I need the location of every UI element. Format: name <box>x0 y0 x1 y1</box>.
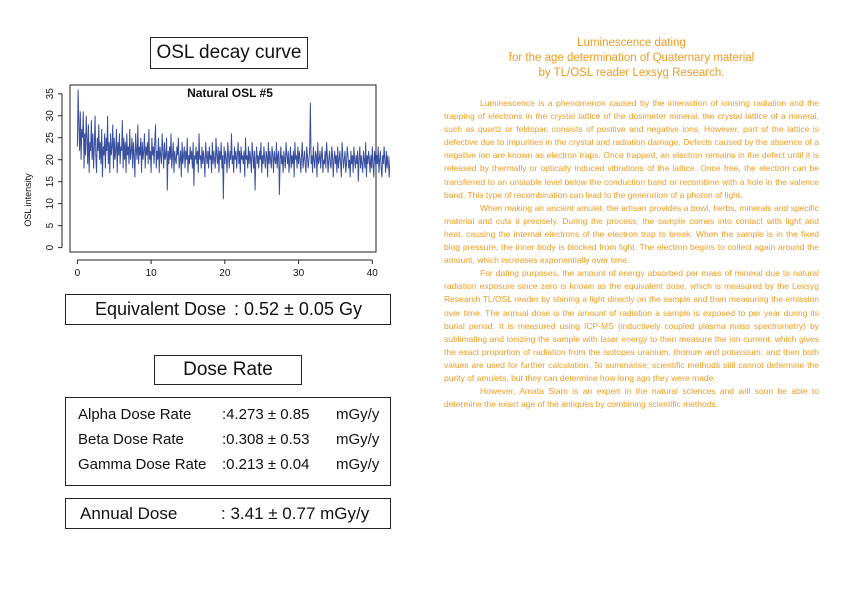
article-paragraph: When making an ancient amulet, the artis… <box>444 202 819 266</box>
equivalent-dose-value: : 0.52 ± 0.05 <box>234 299 334 319</box>
y-tick-label: 20 <box>45 154 56 166</box>
beta-dose-rate-unit: mGy/y <box>336 431 380 448</box>
equivalent-dose-label: Equivalent Dose <box>95 299 227 319</box>
article-paragraph: Luminescence is a phenomenon caused by t… <box>444 98 819 200</box>
article: Luminescence dating for the age determin… <box>444 36 819 411</box>
chart-title: Natural OSL #5 <box>187 86 273 100</box>
y-tick-label: 10 <box>45 198 56 210</box>
osl-curve-title: OSL decay curve <box>156 42 302 63</box>
beta-dose-rate-value: :0.308 ± 0.53 <box>222 431 310 448</box>
chart-ylabel: OSL intensity <box>23 173 33 227</box>
x-tick-label: 10 <box>146 268 158 279</box>
y-tick-label: 0 <box>45 244 56 250</box>
article-paragraph: However, Amata Siam is an expert in the … <box>444 386 819 410</box>
beta-dose-rate-label: Beta Dose Rate <box>78 431 184 448</box>
x-tick-label: 40 <box>367 268 379 279</box>
alpha-dose-rate-value: :4.273 ± 0.85 <box>222 406 310 423</box>
x-tick-label: 0 <box>75 268 81 279</box>
dose-rate-title-box: Dose Rate <box>154 355 302 385</box>
osl-curve-title-box: OSL decay curve <box>150 37 308 69</box>
osl-series-line <box>76 89 812 200</box>
y-tick-label: 35 <box>45 88 56 100</box>
article-title-line: Luminescence dating <box>577 37 686 49</box>
x-tick-label: 30 <box>293 268 305 279</box>
article-title-line: for the age determination of Quaternary … <box>508 52 755 64</box>
annual-dose-label: Annual Dose <box>80 504 178 523</box>
article-title-line: by TL/OSL reader Lexsyg Research. <box>538 67 725 79</box>
alpha-dose-rate-label: Alpha Dose Rate <box>78 406 192 423</box>
annual-dose-box: Annual Dose : 3.41 ± 0.77 mGy/y <box>65 498 391 529</box>
dose-rate-title: Dose Rate <box>183 359 273 380</box>
gamma-dose-rate-unit: mGy/y <box>336 456 380 473</box>
y-tick-label: 25 <box>45 132 56 144</box>
y-tick-label: 15 <box>45 176 56 188</box>
equivalent-dose-unit: Gy <box>339 299 363 319</box>
y-tick-label: 5 <box>45 222 56 228</box>
gamma-dose-rate-value: :0.213 ± 0.04 <box>222 456 310 473</box>
alpha-dose-rate-unit: mGy/y <box>336 406 380 423</box>
annual-dose-value: : 3.41 ± 0.77 mGy/y <box>221 504 370 523</box>
osl-chart: 0 5 10 15 20 25 30 35 0 10 20 30 40 Natural OSL #5 … <box>18 82 812 287</box>
x-tick-label: 20 <box>219 268 231 279</box>
equivalent-dose-box: Equivalent Dose : 0.52 ± 0.05 Gy <box>65 294 391 325</box>
article-title: Luminescence dating for the age determin… <box>444 36 819 81</box>
y-tick-label: 30 <box>45 110 56 122</box>
article-paragraph: For dating purposes, the amount of energ… <box>444 268 819 383</box>
dose-rates-box: Alpha Dose Rate :4.273 ± 0.85 mGy/y Beta… <box>65 397 391 486</box>
gamma-dose-rate-label: Gamma Dose Rate <box>78 456 207 473</box>
